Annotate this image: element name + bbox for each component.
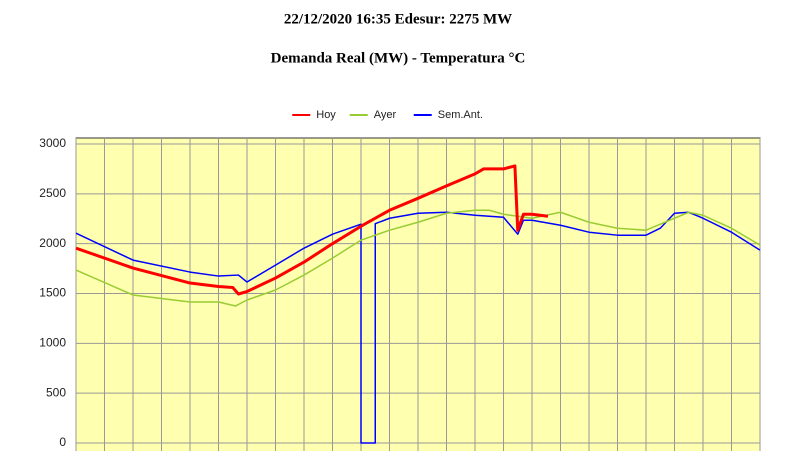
series-line bbox=[75, 209, 761, 307]
legend-label: Hoy bbox=[316, 109, 336, 121]
legend-label: Sem.Ant. bbox=[438, 109, 483, 121]
y-tick-label: 1500 bbox=[39, 286, 66, 300]
y-tick-label: 500 bbox=[46, 385, 66, 399]
chart-subtitle: Demanda Real (MW) - Temperatura °C bbox=[271, 50, 526, 66]
y-tick-label: 3000 bbox=[39, 136, 66, 150]
series-line bbox=[75, 164, 549, 296]
series-line bbox=[75, 211, 761, 444]
legend-label: Ayer bbox=[374, 109, 397, 121]
y-tick-label: 0 bbox=[59, 435, 66, 449]
chart-title: 22/12/2020 16:35 Edesur: 2275 MW bbox=[284, 11, 512, 27]
y-tick-label: 2000 bbox=[39, 236, 66, 250]
y-tick-label: 1000 bbox=[39, 336, 66, 350]
y-tick-label: 2500 bbox=[39, 186, 66, 200]
